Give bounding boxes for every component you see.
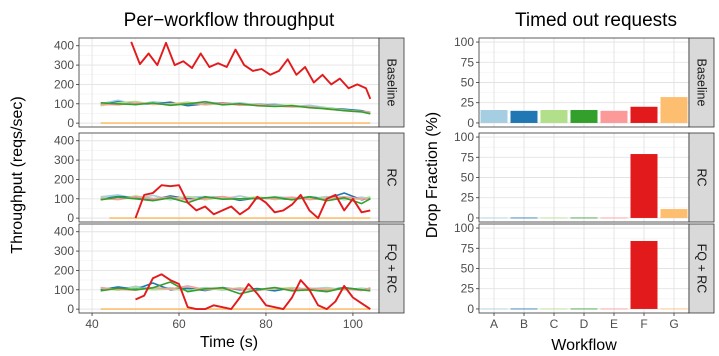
y-tick-label: 25	[461, 96, 475, 110]
facet-label: RC	[385, 168, 399, 186]
y-tick-label: 0	[67, 116, 74, 130]
y-axis-label: Throughput (reqs/sec)	[9, 96, 26, 253]
facet-strip	[378, 223, 405, 314]
series-line-F	[130, 41, 372, 100]
y-tick-label: 100	[54, 283, 74, 297]
y-axis-label: Drop Fraction (%)	[424, 112, 441, 238]
bar-F	[630, 240, 658, 309]
y-tick-label: 100	[454, 221, 474, 235]
x-tick-label: 60	[172, 317, 186, 331]
x-axis-label: Workflow	[551, 337, 617, 354]
series-line-F	[135, 273, 371, 311]
bar-E	[600, 308, 628, 310]
bar-D	[570, 110, 598, 123]
facet-label: FQ + RC	[695, 244, 709, 294]
bar-B	[510, 110, 538, 123]
y-tick-label: 300	[54, 153, 74, 167]
y-tick-label: 75	[461, 150, 475, 164]
bar-G	[660, 308, 688, 310]
y-tick-label: 75	[461, 241, 475, 255]
y-tick-label: 300	[54, 58, 74, 72]
bar-G	[660, 97, 688, 123]
y-tick-label: 50	[461, 171, 475, 185]
bar-E	[600, 217, 628, 219]
y-tick-label: 400	[54, 225, 74, 239]
panel-0: 0 100 200 300 400 Baseline	[54, 37, 405, 130]
bar-C	[540, 308, 568, 310]
bar-B	[510, 217, 538, 219]
x-tick-label: A	[490, 317, 498, 331]
panel-background	[79, 224, 379, 313]
bar-C	[540, 217, 568, 219]
panel-2: 0 100 200 300 400 FQ + RC	[54, 223, 405, 316]
facet-strip	[378, 132, 405, 223]
bar-panel-0: 0 25 50 75 100 Baseline	[454, 35, 715, 130]
chart-title: Per−workflow throughput	[124, 10, 335, 31]
y-tick-label: 0	[467, 302, 474, 316]
series-line-D	[100, 101, 371, 115]
drop-fraction-chart: Timed out requests 0 25 50 75 100 Baseline 0 25 5…	[424, 10, 715, 354]
facet-label: Baseline	[385, 59, 399, 107]
y-tick-label: 100	[454, 130, 474, 144]
series-line-D	[100, 196, 371, 205]
y-tick-label: 100	[54, 97, 74, 111]
bar-D	[570, 217, 598, 219]
x-tick-label: 40	[85, 317, 99, 331]
x-tick-label: G	[669, 317, 678, 331]
bar-panel-2: 0 25 50 75 100 FQ + RC	[454, 221, 715, 316]
bar-A	[480, 110, 508, 123]
x-tick-label: 80	[259, 317, 273, 331]
facet-strip	[688, 37, 715, 128]
x-tick-label: B	[520, 317, 528, 331]
facet-strip	[688, 132, 715, 223]
y-tick-label: 400	[54, 134, 74, 148]
facet-label: FQ + RC	[385, 244, 399, 294]
x-tick-label: C	[550, 317, 559, 331]
x-tick-label: D	[580, 317, 589, 331]
bar-F	[630, 106, 658, 123]
x-tick-label: F	[640, 317, 647, 331]
y-tick-label: 50	[461, 262, 475, 276]
bar-panel-1: 0 25 50 75 100 RC	[454, 130, 715, 225]
x-tick-label: E	[610, 317, 618, 331]
y-tick-label: 0	[67, 211, 74, 225]
bar-E	[600, 110, 628, 123]
y-tick-label: 200	[54, 263, 74, 277]
bar-D	[570, 308, 598, 310]
facet-label: Baseline	[695, 59, 709, 107]
y-tick-label: 200	[54, 172, 74, 186]
y-tick-label: 25	[461, 282, 475, 296]
y-tick-label: 100	[454, 35, 474, 49]
x-tick-label: 100	[343, 317, 363, 331]
bar-C	[540, 110, 568, 123]
facet-label: RC	[695, 168, 709, 186]
facet-strip	[688, 223, 715, 314]
y-tick-label: 100	[54, 192, 74, 206]
bar-G	[660, 209, 688, 218]
facet-strip	[378, 37, 405, 128]
y-tick-label: 0	[467, 116, 474, 130]
bar-F	[630, 154, 658, 218]
y-tick-label: 300	[54, 244, 74, 258]
bar-B	[510, 308, 538, 310]
y-tick-label: 0	[467, 211, 474, 225]
y-tick-label: 0	[67, 302, 74, 316]
series-line-F	[134, 184, 371, 220]
bar-A	[480, 308, 508, 310]
chart-title: Timed out requests	[515, 10, 677, 31]
throughput-chart: Per−workflow throughput0100200300400Base…	[9, 10, 405, 351]
y-tick-label: 75	[461, 55, 475, 69]
x-axis-label: Time (s)	[200, 334, 258, 351]
y-tick-label: 200	[54, 77, 74, 91]
y-tick-label: 400	[54, 39, 74, 53]
y-tick-label: 25	[461, 191, 475, 205]
panel-1: 0 100 200 300 400 RC	[54, 132, 405, 225]
y-tick-label: 50	[461, 76, 475, 90]
bar-A	[480, 217, 508, 219]
